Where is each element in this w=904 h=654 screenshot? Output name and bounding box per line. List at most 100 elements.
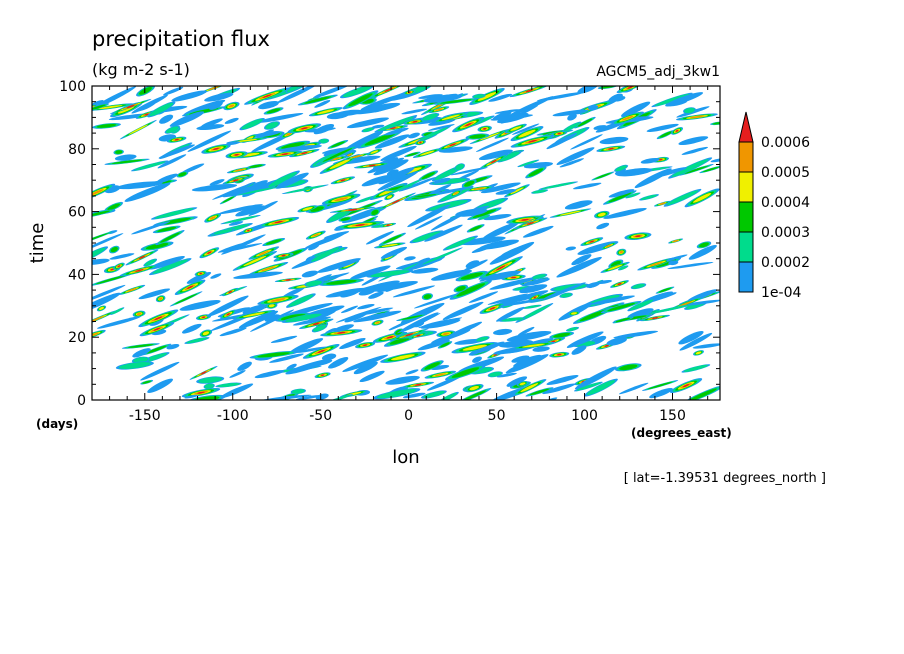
precip-contour	[371, 209, 379, 216]
precip-contour	[153, 327, 161, 331]
precip-cell	[109, 245, 120, 254]
precip-cell	[374, 115, 418, 133]
precip-cell	[600, 242, 617, 250]
precip-cell	[464, 383, 484, 393]
precip-contour	[455, 208, 488, 217]
precip-cell	[573, 381, 603, 392]
precip-contour	[288, 338, 324, 355]
precip-contour	[249, 309, 295, 332]
chart-title: precipitation flux	[92, 27, 270, 51]
precip-contour	[533, 296, 537, 299]
precip-contour	[373, 159, 409, 176]
precip-cell	[321, 193, 361, 205]
precip-cell	[512, 379, 547, 397]
precip-contour	[565, 246, 577, 251]
precip-cell	[164, 125, 180, 134]
precip-cell	[646, 123, 679, 132]
precip-cell	[455, 270, 489, 282]
precip-contour	[351, 155, 362, 158]
precip-cell	[355, 341, 376, 349]
precip-cell	[450, 167, 488, 176]
precip-cell	[254, 370, 285, 379]
precip-contour	[478, 149, 513, 161]
precip-contour	[699, 242, 709, 248]
precip-contour	[174, 138, 179, 141]
precip-contour	[511, 276, 516, 279]
precip-contour	[229, 370, 246, 378]
precip-cell	[139, 322, 175, 337]
precip-cell	[181, 387, 221, 398]
precip-contour	[513, 354, 542, 368]
precip-contour	[204, 92, 234, 102]
colorbar-label: 0.0006	[761, 135, 810, 151]
precip-cell	[365, 230, 395, 245]
precip-cell	[273, 252, 294, 259]
precip-cell	[138, 309, 179, 328]
precip-contour	[128, 124, 148, 135]
precip-contour	[241, 152, 260, 157]
precip-contour	[465, 123, 472, 127]
precip-cell	[679, 332, 713, 351]
precip-contour	[111, 307, 124, 315]
precip-contour	[133, 161, 166, 171]
precip-cell	[258, 216, 300, 228]
precip-contour	[234, 153, 239, 156]
precip-contour	[654, 93, 690, 106]
precip-contour	[377, 171, 419, 191]
precip-cell	[427, 124, 455, 131]
precip-contour	[138, 255, 146, 260]
precip-contour	[353, 361, 378, 375]
precip-contour	[460, 236, 506, 246]
precip-contour	[405, 333, 414, 337]
precip-cell	[424, 224, 463, 242]
precip-contour	[652, 317, 658, 319]
precip-cell	[469, 88, 505, 105]
precip-contour	[391, 199, 400, 204]
precip-contour	[277, 144, 322, 152]
precip-cell	[412, 148, 442, 158]
precip-cell	[571, 345, 587, 355]
precip-contour	[295, 395, 322, 400]
precip-cell	[559, 158, 585, 168]
precip-cell	[428, 106, 450, 113]
precip-cell	[156, 173, 178, 184]
precip-cell	[325, 287, 367, 298]
precip-contour	[689, 388, 717, 400]
precip-contour	[420, 127, 449, 141]
precip-cell	[667, 261, 714, 270]
precip-contour	[314, 100, 331, 108]
precip-contour	[340, 179, 346, 182]
precip-contour	[392, 285, 436, 298]
precip-contour	[681, 146, 708, 155]
precip-contour	[319, 138, 329, 144]
precip-cell	[199, 329, 213, 338]
precip-contour	[344, 311, 369, 323]
precip-cell	[235, 205, 266, 217]
precip-contour	[556, 256, 602, 278]
precip-cell	[326, 208, 353, 224]
precip-cell	[169, 111, 205, 127]
precip-contour	[200, 371, 207, 375]
precip-contour	[175, 293, 198, 305]
precip-cell	[338, 216, 353, 222]
precip-cell	[493, 328, 513, 336]
precip-contour	[412, 231, 441, 243]
precip-contour	[184, 394, 199, 399]
precip-contour	[473, 94, 485, 99]
precip-contour	[603, 207, 647, 219]
precip-cell	[594, 210, 610, 219]
precip-contour	[449, 143, 456, 147]
precip-contour	[199, 272, 202, 275]
precip-contour	[187, 130, 232, 152]
precip-contour	[441, 114, 461, 121]
precip-contour	[488, 371, 502, 377]
precip-cell	[327, 139, 349, 149]
precip-cell	[380, 351, 426, 363]
precip-cell	[489, 277, 536, 290]
precip-contour	[158, 297, 163, 300]
precip-contour	[499, 151, 520, 162]
colorbar-extend-arrow	[738, 111, 754, 143]
precip-contour	[557, 353, 562, 356]
precip-contour	[236, 139, 258, 142]
precip-contour	[375, 321, 380, 324]
